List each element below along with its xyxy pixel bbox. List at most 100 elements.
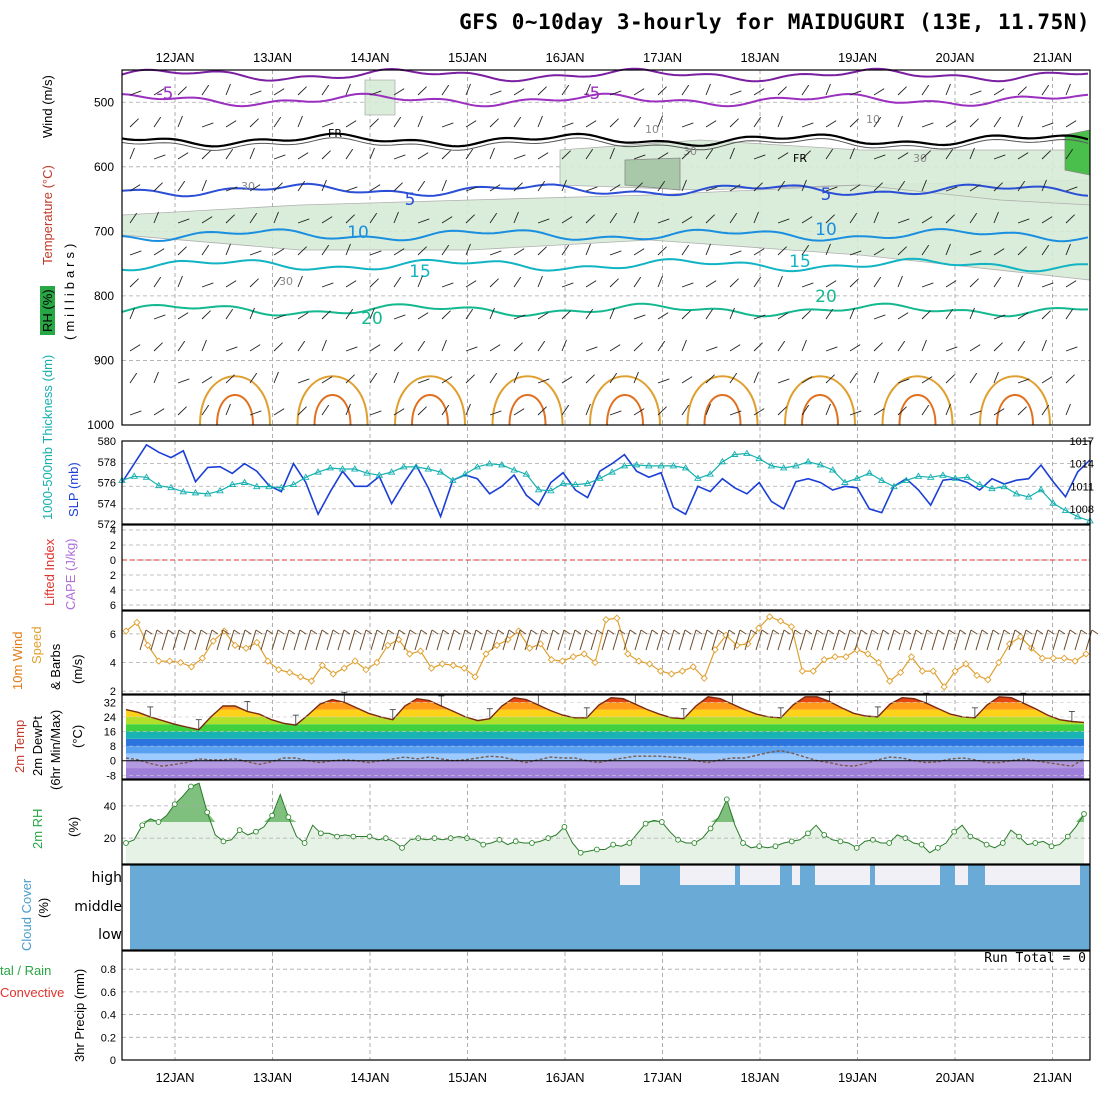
wind-barb: [273, 342, 283, 352]
wind-barb: [897, 275, 903, 288]
wind-barb: [1041, 216, 1053, 224]
wind-barb: [177, 312, 189, 320]
rh-point: [772, 843, 779, 850]
rh-point: [529, 840, 535, 846]
wind-speed-point: [525, 644, 534, 652]
wind-barb: [177, 378, 190, 384]
thickness-point: [252, 482, 261, 490]
surface-wind-barb: [596, 629, 604, 635]
wind-barb: [777, 180, 786, 192]
surface-wind-barb: [535, 629, 543, 651]
wind-speed-point: [471, 673, 479, 681]
thickness-point: [743, 449, 751, 456]
wind-speed-point: [307, 677, 316, 685]
wind-barb: [201, 150, 211, 160]
rh-point: [886, 840, 893, 846]
wind-barb: [969, 410, 982, 416]
wind-barb: [249, 250, 262, 256]
wind-speed-point: [624, 650, 632, 658]
wind-barb: [873, 154, 886, 160]
wind-barb: [441, 339, 447, 352]
wind-speed-point: [285, 668, 294, 677]
thickness-point: [387, 468, 396, 475]
wind-barb: [537, 406, 547, 416]
surface-wind-barb: [161, 629, 169, 651]
wind-speed-point: [896, 668, 905, 677]
surface-wind-barb: [1047, 629, 1055, 635]
wind-barb: [993, 314, 1006, 320]
wind-barb: [489, 372, 498, 384]
wind-barb: [609, 278, 619, 288]
wind-barb: [153, 408, 165, 416]
temp-band: [126, 760, 1084, 769]
rh-point: [188, 783, 194, 790]
wind-barb: [753, 276, 762, 288]
wind-barb: [897, 218, 910, 224]
thickness-point: [314, 468, 322, 475]
surface-wind-barb: [909, 629, 917, 651]
wind-barb: [537, 246, 547, 256]
wind-barb: [465, 186, 478, 192]
wind-barb: [129, 307, 135, 320]
wind-barb: [561, 84, 570, 96]
wind-barb: [633, 248, 645, 256]
wind-barb: [873, 314, 886, 320]
thickness-point: [988, 484, 996, 492]
surface-wind-barb: [722, 629, 730, 651]
wind-barb: [417, 275, 423, 288]
wind-barb: [993, 116, 1002, 128]
surface-wind-barb: [656, 629, 664, 651]
surface-wind-barb: [491, 629, 499, 651]
wind-barb: [369, 90, 382, 96]
bottom-date-label: 14JAN: [350, 1070, 389, 1085]
wind-barb: [537, 340, 546, 352]
warm-contour: [898, 394, 937, 426]
surface-wind-barb: [865, 629, 873, 651]
wind-speed-point: [253, 638, 261, 647]
wind-barb: [1065, 186, 1078, 192]
temp-tick-label: 32: [104, 697, 116, 709]
surface-wind-barb: [370, 629, 378, 651]
wind-barb: [249, 344, 261, 352]
wind-speed-point: [547, 656, 556, 664]
wind-barb: [633, 342, 643, 352]
thickness-point: [375, 471, 384, 478]
panel-frame-li: [121, 524, 1091, 611]
wind-speed-point: [656, 667, 665, 675]
wind-barb: [729, 90, 742, 96]
pressure-tick-label: 1000: [87, 418, 114, 432]
surface-wind-barb: [519, 629, 527, 635]
warm-contour: [216, 394, 254, 426]
surface-wind-barb: [634, 629, 642, 651]
warm-contour: [199, 375, 271, 426]
surface-wind-barb: [508, 629, 516, 635]
wind-barb: [801, 339, 807, 352]
wind-barb: [393, 314, 406, 320]
rh-point: [853, 844, 860, 851]
wind-barb: [561, 216, 573, 224]
surface-wind-barb: [876, 629, 884, 651]
wind-barb: [1041, 376, 1053, 384]
surface-wind-barb: [1052, 629, 1060, 651]
rh-point: [1048, 843, 1055, 850]
contour-label: 20: [361, 309, 383, 329]
surface-wind-barb: [992, 629, 1000, 635]
wind-barb: [609, 147, 615, 160]
temp-tick-label: 0: [110, 756, 116, 768]
wind-barb: [1017, 340, 1026, 352]
surface-wind-barb: [150, 629, 158, 651]
surface-wind-barb: [222, 629, 230, 635]
wind-barb: [393, 371, 399, 384]
surface-wind-barb: [502, 629, 510, 651]
surface-wind-barb: [475, 629, 483, 635]
wind-barb: [465, 148, 474, 160]
temp-band: [126, 724, 1084, 732]
wind-barb: [705, 148, 714, 160]
wind-speed-point: [242, 644, 250, 652]
thickness-point: [449, 476, 457, 483]
wind-barb: [825, 186, 838, 192]
wind-barb: [753, 154, 766, 160]
wind-barb: [801, 404, 810, 416]
wind-speed-point: [1082, 650, 1090, 658]
thickness-point: [216, 486, 224, 494]
